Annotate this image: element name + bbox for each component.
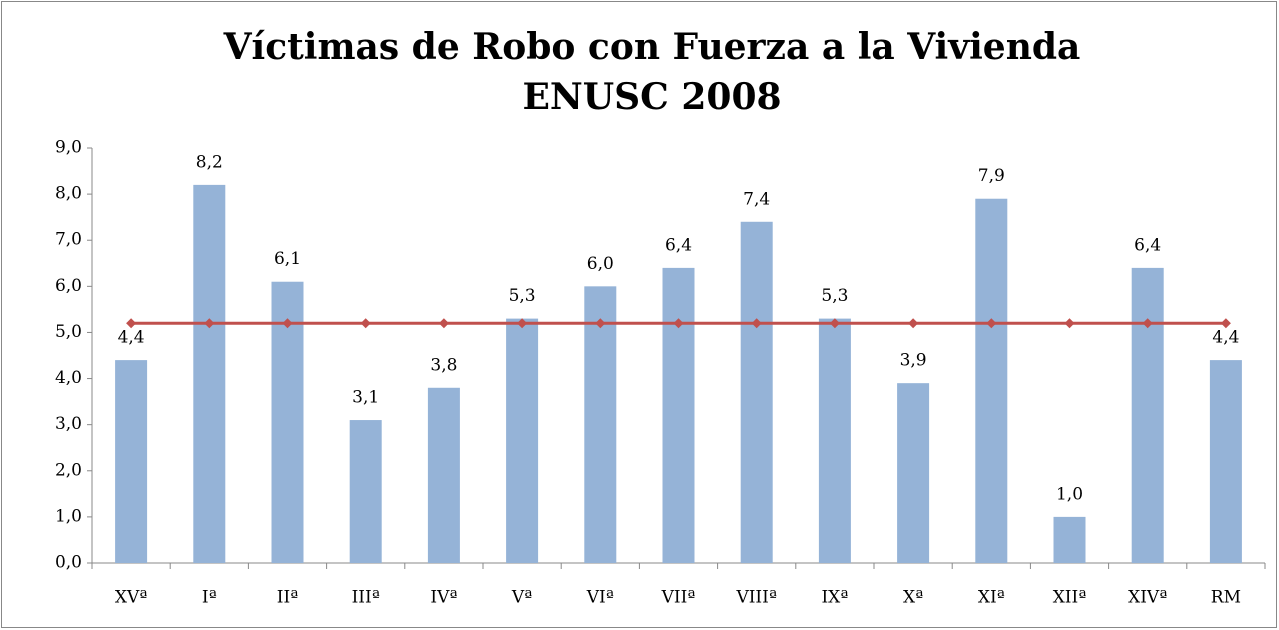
bar: [897, 383, 930, 563]
x-tick-label: RM: [1211, 588, 1241, 608]
marker: [517, 318, 528, 329]
marker: [126, 318, 137, 329]
x-tick-label: VIIIª: [735, 588, 777, 608]
x-tick-label: XIVª: [1128, 588, 1167, 608]
y-tick-label: 4,0: [55, 368, 82, 388]
x-tick-label: Xª: [903, 588, 923, 608]
y-tick-label: 9,0: [55, 138, 82, 158]
chart-title: Víctimas de Robo con Fuerza a la Viviend…: [223, 26, 1081, 68]
bar: [115, 360, 148, 563]
data-label: 3,9: [900, 351, 927, 371]
marker: [751, 318, 762, 329]
data-label: 4,4: [1212, 328, 1239, 348]
bar: [818, 318, 851, 563]
marker: [282, 318, 293, 329]
data-label: 3,8: [430, 355, 457, 375]
x-tick-label: XIª: [978, 588, 1005, 608]
data-label: 5,3: [821, 286, 848, 306]
bar: [584, 286, 617, 563]
y-tick-label: 0,0: [55, 553, 82, 573]
marker: [986, 318, 997, 329]
x-tick-label: XVª: [115, 588, 147, 608]
marker: [908, 318, 919, 329]
bar: [1209, 360, 1242, 563]
bar: [1131, 267, 1164, 563]
y-tick-label: 6,0: [55, 276, 82, 296]
data-label: 6,4: [1134, 235, 1161, 255]
x-tick-label: Vª: [511, 588, 532, 608]
x-tick-label: IVª: [430, 588, 457, 608]
data-label: 3,1: [352, 388, 379, 408]
data-label: 7,4: [743, 189, 770, 209]
marker: [438, 318, 449, 329]
marker: [673, 318, 684, 329]
data-label: 7,9: [978, 166, 1005, 186]
y-tick-label: 8,0: [55, 184, 82, 204]
marker: [1064, 318, 1075, 329]
y-tick-label: 3,0: [55, 414, 82, 434]
data-label: 5,3: [509, 286, 536, 306]
data-label: 6,4: [665, 235, 692, 255]
y-tick-label: 1,0: [55, 506, 82, 526]
x-tick-label: Iª: [202, 588, 217, 608]
x-tick-label: VIIª: [661, 588, 696, 608]
bar: [506, 318, 539, 563]
bar: [740, 221, 773, 563]
data-label: 6,1: [274, 249, 301, 269]
y-tick-label: 2,0: [55, 460, 82, 480]
bar: [271, 281, 304, 563]
data-label: 1,0: [1056, 484, 1083, 504]
marker: [360, 318, 371, 329]
bar: [975, 198, 1008, 563]
x-tick-label: IXª: [821, 588, 848, 608]
data-label: 4,4: [118, 328, 145, 348]
marker: [595, 318, 606, 329]
bar: [1053, 516, 1086, 563]
y-tick-label: 5,0: [55, 322, 82, 342]
marker: [1220, 318, 1231, 329]
marker: [1142, 318, 1153, 329]
marker: [829, 318, 840, 329]
y-tick-label: 7,0: [55, 230, 82, 250]
bar: [427, 387, 460, 563]
x-tick-label: VIª: [586, 588, 614, 608]
x-tick-label: IIª: [277, 588, 299, 608]
bar: [193, 184, 226, 563]
bar: [662, 267, 695, 563]
x-tick-label: XIIª: [1053, 588, 1087, 608]
data-label: 8,2: [196, 152, 223, 172]
bar: [349, 420, 382, 563]
chart-title: ENUSC 2008: [522, 76, 781, 118]
marker: [204, 318, 215, 329]
data-label: 6,0: [587, 254, 614, 274]
x-tick-label: IIIª: [352, 588, 380, 608]
